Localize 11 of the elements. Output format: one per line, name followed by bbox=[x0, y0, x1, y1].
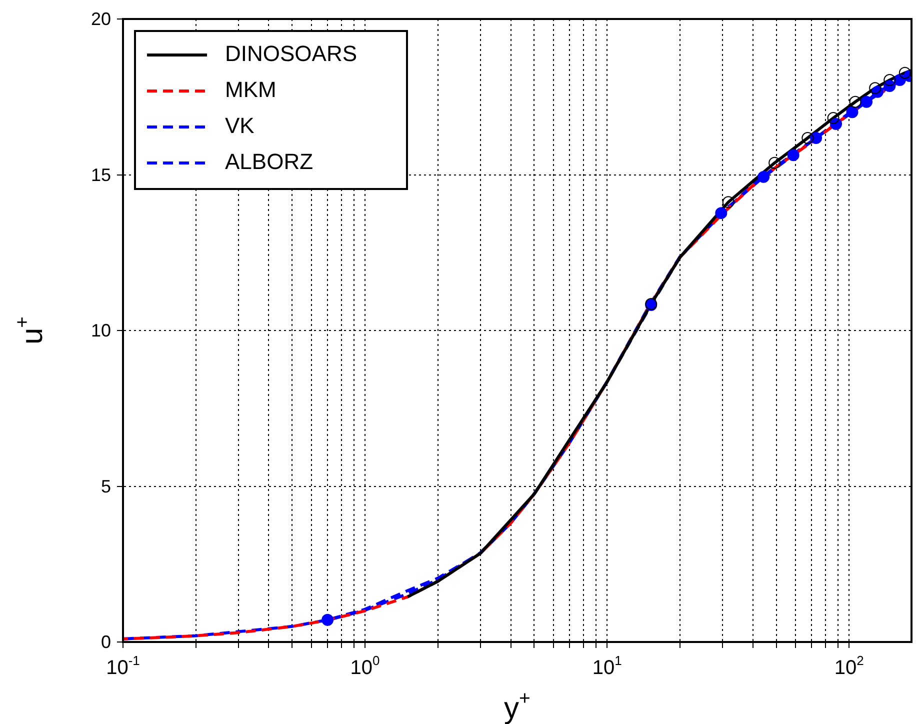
y-tick-label: 10 bbox=[90, 320, 112, 340]
y-tick-label: 0 bbox=[100, 632, 112, 652]
legend-label: VK bbox=[225, 113, 255, 138]
legend-label: DINOSOARS bbox=[225, 41, 358, 66]
legend-label: MKM bbox=[225, 77, 276, 102]
y-tick-label: 15 bbox=[90, 164, 112, 185]
legend-label: ALBORZ bbox=[225, 149, 314, 174]
y-tick-label: 5 bbox=[100, 476, 112, 496]
y-tick-label: 20 bbox=[90, 9, 112, 29]
x-axis-title: y+ bbox=[504, 688, 530, 724]
y-axis-title: u+ bbox=[12, 316, 49, 345]
